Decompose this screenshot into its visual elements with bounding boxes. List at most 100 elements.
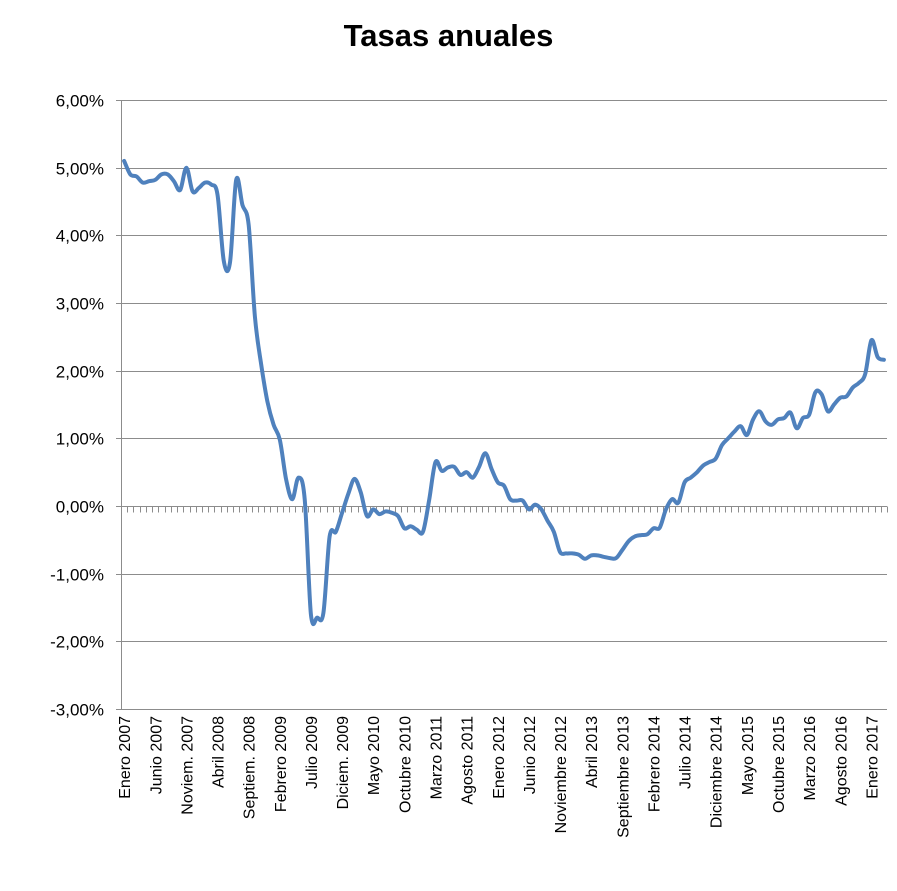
data-point (260, 362, 263, 365)
data-point (696, 471, 699, 474)
data-point (141, 181, 144, 184)
data-point (160, 173, 163, 176)
data-point (272, 423, 275, 426)
data-point (565, 552, 568, 555)
data-point (770, 423, 773, 426)
x-tick-label: Noviem. 2007 (179, 716, 196, 815)
x-tick-label: Abril 2008 (211, 716, 228, 788)
series-layer (122, 158, 886, 627)
data-point (758, 410, 761, 413)
data-point (540, 508, 543, 511)
y-tick-label: 5,00% (56, 160, 104, 179)
data-point (633, 535, 636, 538)
data-point (808, 413, 811, 416)
x-tick-label: Enero 2017 (864, 716, 881, 799)
data-point (172, 180, 175, 183)
data-point (615, 557, 618, 560)
data-point (490, 467, 493, 470)
data-point (571, 552, 574, 555)
y-tick-label: 4,00% (56, 227, 104, 246)
data-point (204, 181, 207, 184)
data-point (596, 554, 599, 557)
data-point (434, 461, 437, 464)
data-point (727, 437, 730, 440)
y-tick-label: 0,00% (56, 498, 104, 517)
data-point (447, 466, 450, 469)
x-tick-label: Marzo 2011 (429, 716, 446, 799)
data-point (403, 527, 406, 530)
data-point (677, 501, 680, 504)
data-point (864, 373, 867, 376)
data-point (745, 434, 748, 437)
data-point (714, 457, 717, 460)
data-point (222, 260, 225, 263)
data-point (640, 534, 643, 537)
data-point (783, 417, 786, 420)
data-point (795, 427, 798, 430)
data-point (721, 444, 724, 447)
data-point (148, 180, 151, 183)
chart-title: Tasas anuales (343, 18, 554, 53)
data-point (285, 477, 288, 480)
data-point (247, 224, 250, 227)
y-tick-label: 6,00% (56, 92, 104, 111)
data-point (534, 503, 537, 506)
data-point (683, 481, 686, 484)
data-point (801, 417, 804, 420)
data-point (229, 261, 232, 264)
data-point (278, 438, 281, 441)
data-point (422, 530, 425, 533)
data-point (652, 527, 655, 530)
data-point (546, 519, 549, 522)
data-point (658, 526, 661, 529)
data-point (584, 557, 587, 560)
data-point (478, 465, 481, 468)
x-tick-label: Septiembre 2013 (615, 716, 632, 838)
series-line (122, 158, 886, 627)
x-tick-label: Diciembre 2014 (709, 716, 726, 828)
data-point (559, 551, 562, 554)
data-point (291, 498, 294, 501)
data-point (341, 511, 344, 514)
data-point (764, 420, 767, 423)
data-point (858, 381, 861, 384)
data-point (347, 492, 350, 495)
x-tick-label: Marzo 2016 (802, 716, 819, 801)
data-point (428, 498, 431, 501)
data-point (235, 178, 238, 181)
data-point (845, 395, 848, 398)
y-tick-label: 3,00% (56, 295, 104, 314)
data-point (459, 473, 462, 476)
data-point (515, 499, 518, 502)
data-point (135, 175, 138, 178)
x-tick-label: Noviembre 2012 (553, 716, 570, 834)
data-point (210, 183, 213, 186)
data-point (621, 549, 624, 552)
data-point (789, 411, 792, 414)
data-point (484, 452, 487, 455)
data-point (378, 513, 381, 516)
x-tick-label: Octubre 2010 (397, 716, 414, 813)
data-point (702, 464, 705, 467)
x-tick-label: Febrero 2009 (273, 716, 290, 812)
data-point (739, 425, 742, 428)
data-point (496, 481, 499, 484)
data-point (752, 418, 755, 421)
data-point (266, 400, 269, 403)
data-point (154, 178, 157, 181)
data-point (191, 190, 194, 193)
data-point (123, 159, 126, 162)
x-tick-label: Junio 2007 (148, 716, 165, 794)
data-point (664, 508, 667, 511)
x-tick-label: Julio 2014 (678, 716, 695, 789)
x-axis-ticks: Enero 2007 Junio 2007 Noviem. 2007 Abril 20… (117, 716, 881, 838)
data-point (353, 477, 356, 480)
x-tick-label: Agosto 2011 (460, 716, 477, 805)
data-point (316, 616, 319, 619)
y-tick-label: -2,00% (50, 633, 104, 652)
data-point (509, 498, 512, 501)
data-point (409, 525, 412, 528)
x-tick-label: Octubre 2015 (771, 716, 788, 813)
data-point (646, 533, 649, 536)
data-point (814, 391, 817, 394)
